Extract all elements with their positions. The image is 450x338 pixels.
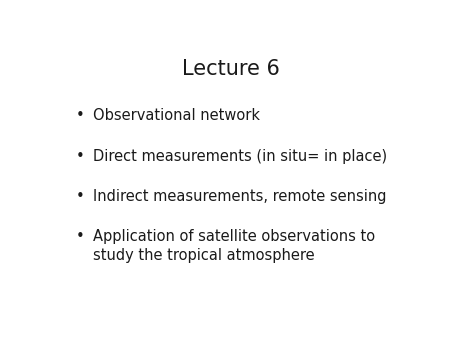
- Text: Application of satellite observations to
study the tropical atmosphere: Application of satellite observations to…: [93, 229, 375, 263]
- Text: •: •: [76, 229, 84, 244]
- Text: Lecture 6: Lecture 6: [182, 59, 279, 79]
- Text: •: •: [76, 108, 84, 123]
- Text: •: •: [76, 149, 84, 164]
- Text: Observational network: Observational network: [93, 108, 260, 123]
- Text: Direct measurements (in situ= in place): Direct measurements (in situ= in place): [93, 149, 387, 164]
- Text: •: •: [76, 189, 84, 204]
- Text: Indirect measurements, remote sensing: Indirect measurements, remote sensing: [93, 189, 387, 204]
